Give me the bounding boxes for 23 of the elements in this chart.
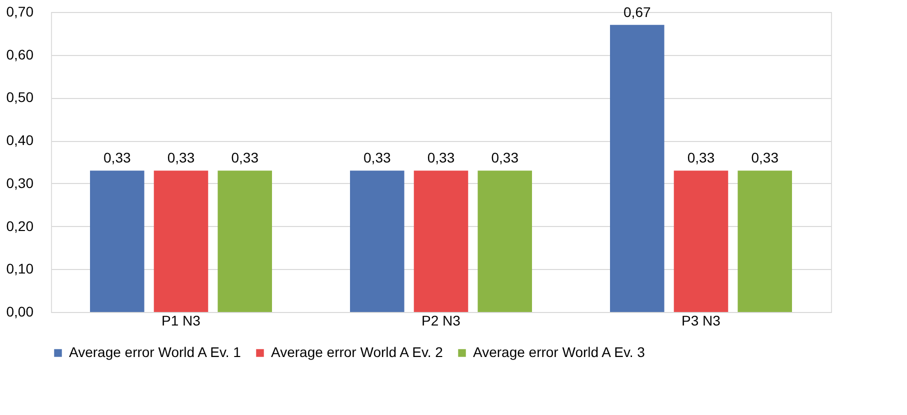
data-label: 0,33 [427,150,455,166]
y-tick-label: 0,50 [6,89,34,106]
y-tick-label: 0,10 [6,260,34,277]
y-tick-label: 0,20 [6,218,34,234]
data-label: 0,33 [687,150,715,166]
data-label: 0,33 [231,150,259,166]
legend-label: Average error World A Ev. 1 [69,344,242,360]
y-tick-label: 0,30 [6,174,34,191]
y-tick-label: 0,00 [6,304,34,320]
x-tick-label: P2 N3 [422,312,461,328]
legend-label: Average error World A Ev. 2 [271,344,444,360]
x-tick-label: P3 N3 [682,312,721,328]
y-tick-label: 0,60 [6,46,34,62]
x-tick-label: P1 N3 [162,312,201,328]
data-label: 0,33 [167,150,195,166]
data-label: 0,33 [491,150,519,166]
data-label: 0,33 [751,150,779,166]
legend-label: Average error World A Ev. 3 [473,344,646,360]
data-label: 0,33 [104,150,131,166]
y-tick-label: 0,70 [6,4,34,20]
data-label: 0,33 [364,150,391,166]
data-label: 0,67 [624,4,651,20]
y-tick-label: 0,40 [6,132,34,148]
